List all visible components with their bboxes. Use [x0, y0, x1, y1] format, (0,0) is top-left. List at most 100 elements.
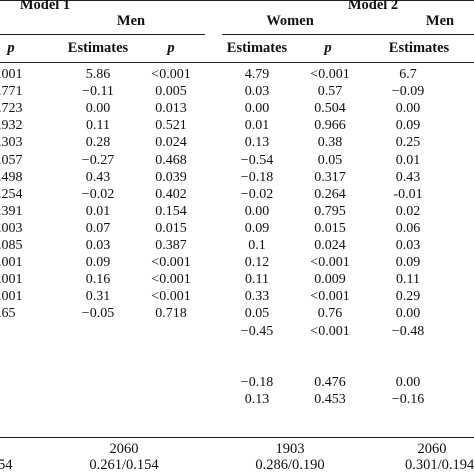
- cell-p-women-model2: 0.476: [314, 374, 346, 390]
- cell-est-women-model2: 0.01: [244, 118, 270, 134]
- cell-p-model1: .498: [0, 169, 23, 185]
- cell-est-men-model1: −0.27: [81, 152, 115, 168]
- cell-est-women-model2: 0.33: [244, 289, 270, 305]
- footer-n-model1: 2060: [109, 441, 139, 457]
- footer-n-women: 1903: [275, 441, 305, 457]
- cell-est-women-model2: 0.03: [244, 84, 270, 100]
- cell-est-men-model1: 0.09: [85, 255, 111, 271]
- cell-est-women-model2: 0.12: [244, 255, 270, 271]
- cell-p-men-model1: <0.001: [151, 272, 191, 288]
- footer-n-men: 2060: [417, 441, 447, 457]
- cell-est-men-model1: 0.00: [85, 101, 111, 117]
- group-rule-model1: [0, 34, 205, 35]
- header-rule: [0, 62, 474, 63]
- cell-p-men-model1: 0.718: [155, 306, 187, 322]
- cell-est-men-model2: −0.09: [391, 84, 425, 100]
- footer-r2-women: 0.286/0.190: [255, 457, 325, 473]
- group-men-model2: Men: [425, 13, 455, 29]
- group-rule-model2: [222, 34, 474, 35]
- cell-p-women-model2: 0.05: [317, 152, 343, 168]
- cell-est-women-model2: 0.00: [244, 203, 270, 219]
- cell-est-men-model1: −0.02: [81, 186, 115, 202]
- cell-p-women-model2: 0.264: [314, 186, 346, 202]
- col-header-estimates2: Estimates: [226, 40, 288, 56]
- cell-p-women-model2: 0.795: [314, 203, 346, 219]
- cell-est-men-model2: −0.16: [391, 391, 425, 407]
- cell-p-model1: .001: [0, 289, 23, 305]
- cell-p-women-model2: <0.001: [310, 289, 350, 305]
- cell-est-men-model2: 0.11: [396, 272, 420, 288]
- cell-est-men-model2: 0.00: [395, 374, 421, 390]
- cell-est-men-model1: 0.11: [86, 118, 110, 134]
- cell-p-men-model1: 0.387: [155, 238, 187, 253]
- top-rule: [0, 0, 474, 1]
- cell-p-model1: .391: [0, 203, 23, 219]
- cell-est-men-model1: 0.28: [85, 135, 111, 151]
- cell-est-women-model2: 0.1: [248, 238, 266, 253]
- col-header-p3: p: [324, 40, 332, 56]
- cell-est-men-model2: -0.01: [393, 186, 423, 202]
- cell-est-men-model1: 0.01: [85, 203, 111, 219]
- cell-p-women-model2: 0.015: [314, 220, 346, 236]
- cell-p-model1: .001: [0, 255, 23, 271]
- cell-est-men-model2: 0.03: [395, 238, 421, 253]
- group-men-model1: Men: [116, 13, 146, 29]
- cell-p-model1: .303: [0, 135, 23, 151]
- footer-r2-model1: 0.261/0.154: [89, 457, 159, 473]
- cell-p-men-model1: <0.001: [151, 289, 191, 305]
- footer-r2-men: 0.301/0.194: [405, 457, 474, 473]
- cell-p-model1: .001: [0, 67, 23, 82]
- cell-p-women-model2: <0.001: [310, 323, 350, 339]
- cell-est-men-model1: 0.31: [85, 289, 111, 305]
- cell-est-women-model2: −0.18: [240, 169, 274, 185]
- cell-est-women-model2: 0.09: [244, 220, 270, 236]
- cell-p-model1: .723: [0, 101, 23, 117]
- cell-est-men-model2: 0.29: [395, 289, 421, 305]
- cell-p-women-model2: <0.001: [310, 67, 350, 82]
- cell-p-women-model2: 0.009: [314, 272, 346, 288]
- cell-est-men-model2: −0.48: [391, 323, 425, 339]
- group-women-model2: Women: [266, 13, 314, 29]
- cell-p-women-model2: 0.76: [317, 306, 343, 322]
- cell-est-men-model2: 0.25: [395, 135, 421, 151]
- cell-p-women-model2: 0.966: [314, 118, 346, 134]
- cell-est-men-model1: 0.16: [85, 272, 111, 288]
- cell-p-men-model1: 0.005: [155, 84, 187, 100]
- cell-est-men-model2: 6.7: [399, 67, 417, 82]
- footer-r2-partial: 54: [0, 457, 13, 473]
- cell-est-women-model2: 0.05: [244, 306, 270, 322]
- cell-est-men-model1: 0.07: [85, 220, 111, 236]
- cell-p-model1: .932: [0, 118, 23, 134]
- cell-p-men-model1: 0.521: [155, 118, 187, 134]
- cell-p-men-model1: 0.024: [155, 135, 187, 151]
- cell-est-men-model1: 0.03: [85, 238, 111, 253]
- cell-est-men-model1: 5.86: [85, 67, 111, 82]
- cell-p-model1: .771: [0, 84, 23, 100]
- col-header-p1: p: [7, 40, 15, 56]
- cell-est-women-model2: 4.79: [244, 67, 270, 82]
- cell-est-men-model2: 0.09: [395, 255, 421, 271]
- cell-p-men-model1: 0.013: [155, 101, 187, 117]
- footer-rule: [0, 437, 474, 438]
- cell-p-model1: .057: [0, 152, 23, 168]
- cell-est-men-model2: 0.09: [395, 118, 421, 134]
- cell-est-women-model2: 0.11: [245, 272, 269, 288]
- cell-est-men-model1: 0.43: [85, 169, 111, 185]
- cell-est-men-model2: 0.00: [395, 101, 421, 117]
- cell-p-model1: .65: [0, 306, 16, 322]
- cell-p-women-model2: 0.453: [314, 391, 346, 407]
- cell-p-model1: .254: [0, 186, 23, 202]
- cell-p-men-model1: 0.468: [155, 152, 187, 168]
- cell-est-men-model2: 0.06: [395, 220, 421, 236]
- cell-p-women-model2: 0.504: [314, 101, 346, 117]
- cell-p-men-model1: 0.402: [155, 186, 187, 202]
- cell-p-men-model1: 0.039: [155, 169, 187, 185]
- col-header-estimates3: Estimates: [388, 40, 450, 56]
- cell-est-women-model2: −0.18: [240, 374, 274, 390]
- cell-est-men-model1: −0.05: [81, 306, 115, 322]
- cell-p-model1: .003: [0, 220, 23, 236]
- cell-p-women-model2: 0.317: [314, 169, 346, 185]
- col-header-estimates1: Estimates: [67, 40, 129, 56]
- cell-est-women-model2: −0.54: [240, 152, 274, 168]
- cell-est-men-model1: −0.11: [82, 84, 114, 100]
